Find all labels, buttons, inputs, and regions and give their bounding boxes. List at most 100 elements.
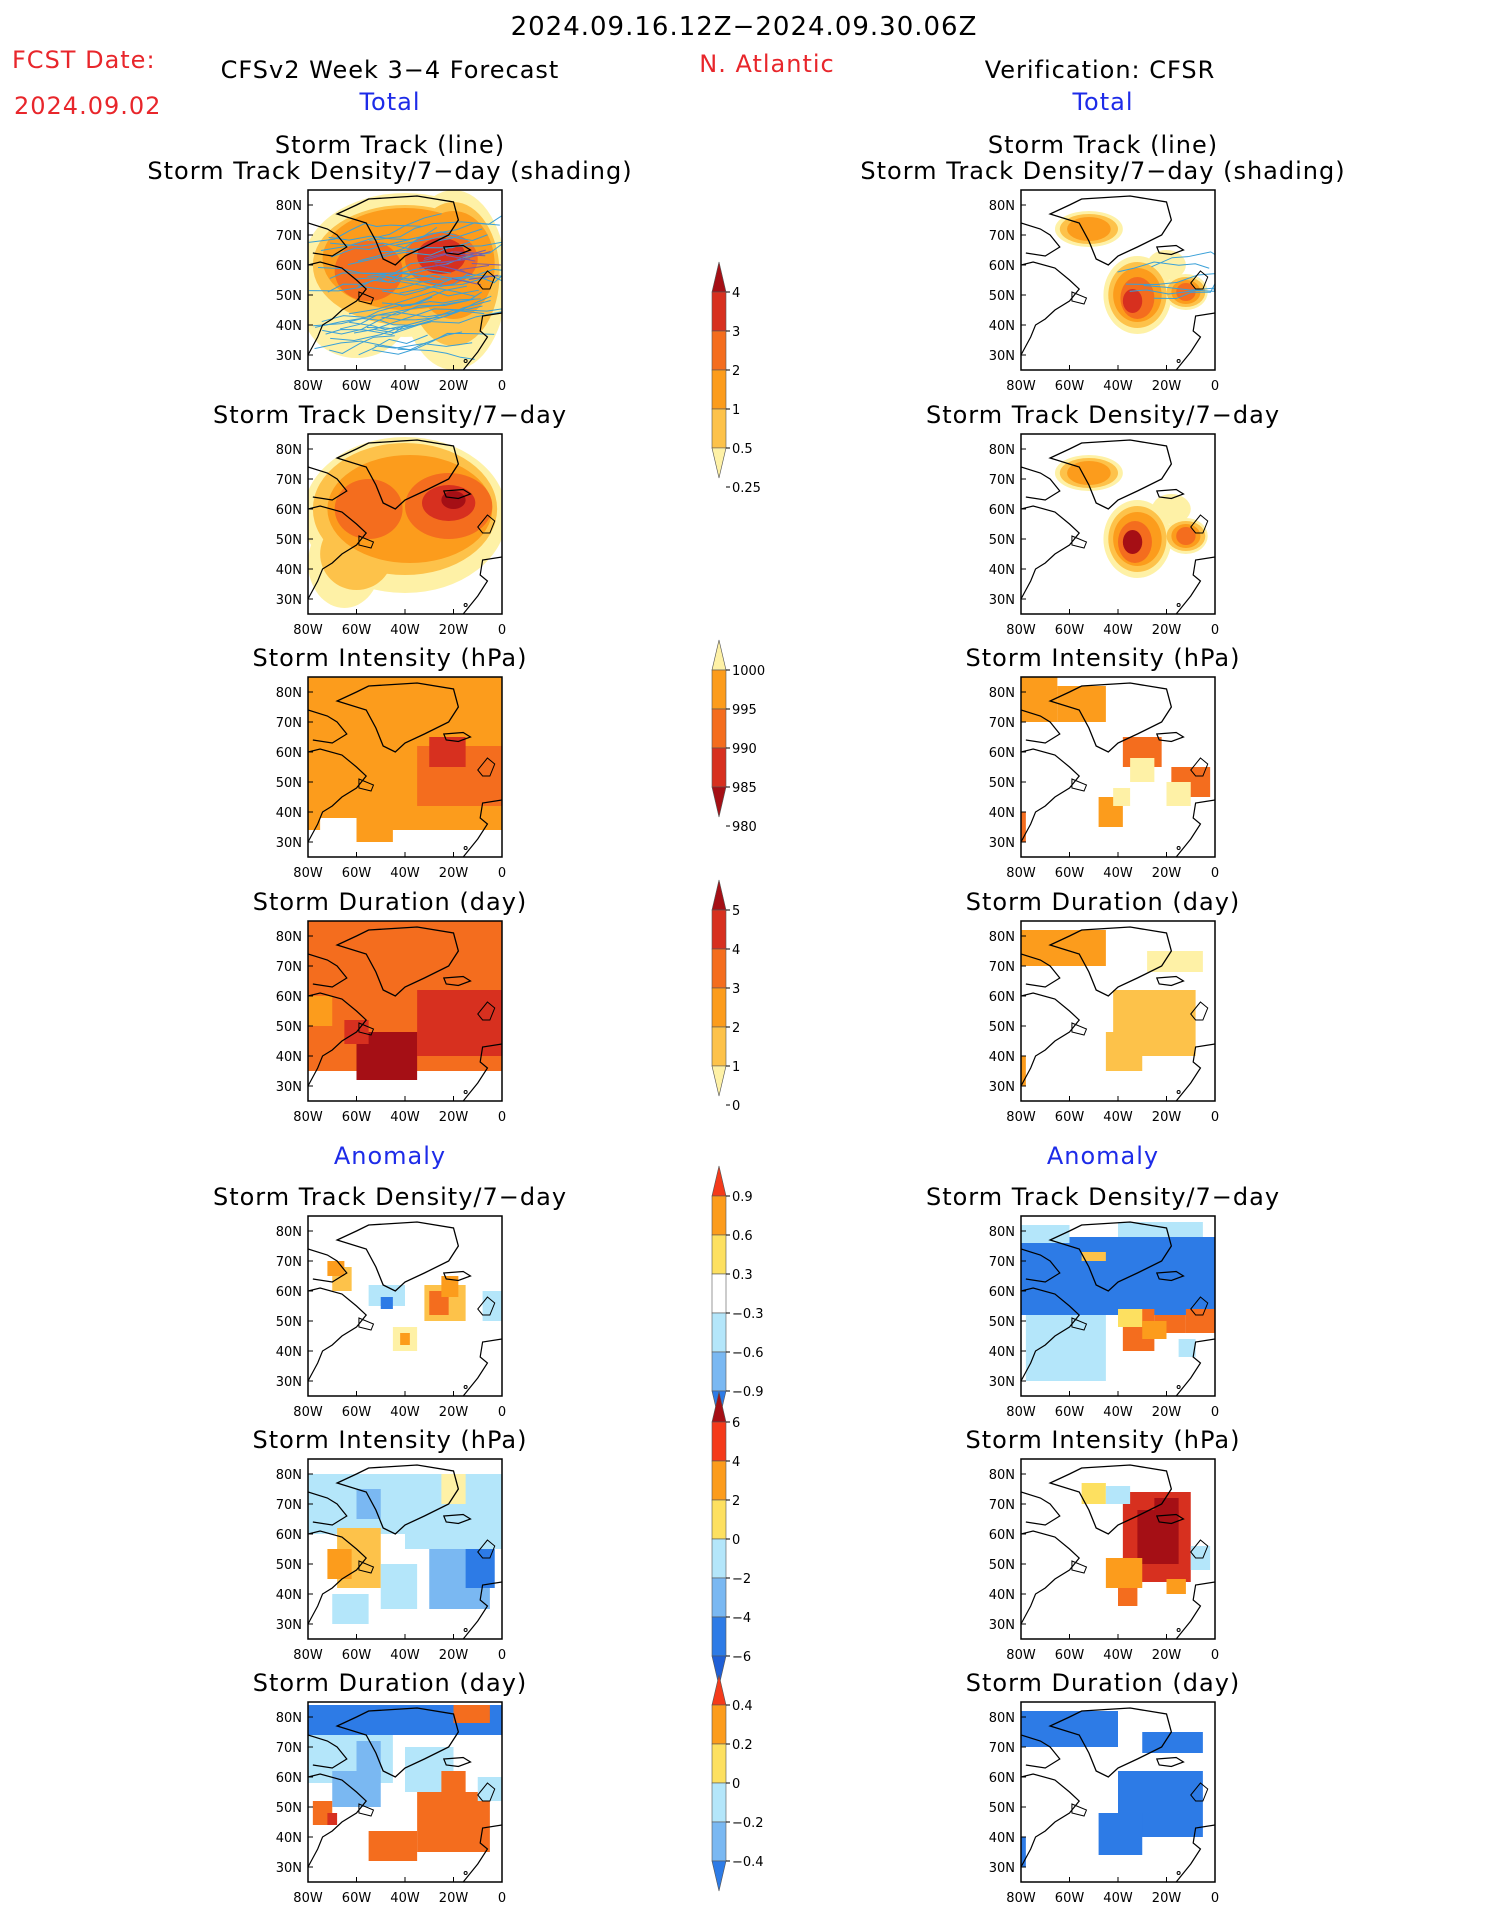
grid-cell	[356, 1489, 381, 1519]
title-duration-left: Storm Duration (day)	[252, 888, 528, 916]
colorbar-label: 0.2	[732, 1738, 753, 1753]
lat-tick-label: 60N	[276, 1285, 302, 1300]
title-duration-right: Storm Duration (day)	[965, 888, 1241, 916]
colorbar-svg: 1000 995 990 985 980	[711, 639, 765, 835]
lon-tick-label: 0	[1211, 866, 1219, 881]
lon-tick-label: 0	[498, 1648, 506, 1663]
grid-cell	[1021, 812, 1026, 842]
colorbar-intensity: 1000 995 990 985 980	[711, 639, 802, 835]
lon-tick-label: 0	[1211, 1891, 1219, 1906]
colorbar-label: 980	[732, 820, 757, 835]
lat-tick-label: 80N	[989, 1225, 1015, 1240]
lat-tick-label: 30N	[989, 1861, 1015, 1876]
grid-cell	[1021, 677, 1058, 722]
grid-cell	[417, 1792, 490, 1852]
lon-tick-label: 40W	[390, 866, 420, 881]
lat-tick-label: 40N	[989, 1345, 1015, 1360]
colorbar-label: 2	[732, 1494, 740, 1509]
lat-tick-label: 80N	[276, 686, 302, 701]
colorbar-segment	[711, 261, 727, 293]
map-svg: 80W 60W 40W 20W 0 80N 70N 60N 50N 40N 30N	[989, 920, 1219, 1125]
map-intensity-left: 80W 60W 40W 20W 0 80N 70N 60N 50N 40N 30N	[264, 676, 506, 891]
lat-tick-label: 30N	[276, 1375, 302, 1390]
colorbar-segment	[711, 909, 727, 950]
title-intensity-right: Storm Intensity (hPa)	[965, 644, 1241, 672]
lon-tick-label: 0	[498, 1110, 506, 1125]
lon-tick-label: 20W	[439, 1891, 469, 1906]
colorbar-label: 1000	[732, 664, 765, 679]
colorbar-segment	[711, 1674, 727, 1706]
grid-cell	[1025, 1315, 1106, 1381]
map-intensity-anom-right: 80W 60W 40W 20W 0 80N 70N 60N 50N 40N 30N	[977, 1458, 1219, 1673]
lon-tick-label: 0	[1211, 1648, 1219, 1663]
lon-tick-label: 40W	[390, 623, 420, 638]
grid-cell	[380, 1297, 393, 1309]
lon-tick-label: 80W	[1006, 866, 1036, 881]
lon-tick-label: 0	[1211, 379, 1219, 394]
lon-tick-label: 0	[1211, 1110, 1219, 1125]
lon-tick-label: 80W	[293, 1891, 323, 1906]
map-duration-anom-right: 80W 60W 40W 20W 0 80N 70N 60N 50N 40N 30N	[977, 1701, 1219, 1916]
title-intensity-left: Storm Intensity (hPa)	[252, 644, 528, 672]
colorbar-intensity-anom: 6 4 2 0 −2 −4 −6	[711, 1391, 802, 1696]
contour-fill	[1151, 494, 1191, 524]
colorbar-segment	[711, 1273, 727, 1314]
map-density-left: 80W 60W 40W 20W 0 80N 70N 60N 50N 40N 30N	[264, 433, 506, 648]
lat-tick-label: 70N	[276, 960, 302, 975]
lat-tick-label: 50N	[276, 776, 302, 791]
lat-tick-label: 60N	[989, 1285, 1015, 1300]
colorbar-label: 0.6	[732, 1229, 753, 1244]
title-density-anom-right: Storm Track Density/7−day	[925, 1183, 1281, 1211]
colorbar-label: 0.3	[732, 1268, 753, 1283]
grid-cell	[332, 1594, 369, 1624]
lon-tick-label: 40W	[390, 1648, 420, 1663]
lon-tick-label: 40W	[390, 1891, 420, 1906]
lon-tick-label: 0	[498, 866, 506, 881]
title-track-line-right: Storm Track (line)	[987, 131, 1219, 159]
colorbar-label: 5	[732, 904, 740, 919]
lon-tick-label: 60W	[342, 623, 372, 638]
lat-tick-label: 50N	[276, 533, 302, 548]
lat-tick-label: 30N	[989, 1080, 1015, 1095]
grid-cell	[320, 818, 357, 842]
title-track-line-left: Storm Track (line)	[274, 131, 506, 159]
lon-tick-label: 40W	[1103, 1648, 1133, 1663]
lat-tick-label: 80N	[989, 1711, 1015, 1726]
lon-tick-label: 20W	[1152, 379, 1182, 394]
lat-tick-label: 40N	[989, 563, 1015, 578]
map-svg: 80W 60W 40W 20W 0 80N 70N 60N 50N 40N 30N	[989, 433, 1219, 638]
colorbar-segment	[711, 1743, 727, 1784]
lat-tick-label: 70N	[276, 1255, 302, 1270]
grid-cell	[1142, 1321, 1167, 1339]
lon-tick-label: 60W	[1055, 1405, 1085, 1420]
colorbar-label: −0.4	[732, 1855, 764, 1870]
grid-cell	[1021, 1237, 1215, 1315]
colorbar-segment	[711, 1195, 727, 1236]
map-density-anom-left: 80W 60W 40W 20W 0 80N 70N 60N 50N 40N 30N	[264, 1215, 506, 1430]
grid-cell	[1118, 1588, 1138, 1606]
lon-tick-label: 20W	[439, 1405, 469, 1420]
grid-cell	[1142, 1732, 1203, 1753]
lat-tick-label: 40N	[989, 1050, 1015, 1065]
colorbar-segment	[711, 1860, 727, 1892]
colorbar-label: 3	[732, 982, 740, 997]
grid-cell	[327, 1261, 345, 1276]
grid-cell	[1154, 1498, 1179, 1516]
lon-tick-label: 80W	[293, 866, 323, 881]
lat-tick-label: 30N	[989, 1375, 1015, 1390]
map-duration-anom-left: 80W 60W 40W 20W 0 80N 70N 60N 50N 40N 30N	[264, 1701, 506, 1916]
lat-tick-label: 30N	[276, 593, 302, 608]
lon-tick-label: 60W	[1055, 379, 1085, 394]
colorbar-segment	[711, 1782, 727, 1823]
lat-tick-label: 30N	[276, 1618, 302, 1633]
lon-tick-label: 60W	[342, 866, 372, 881]
grid-cell	[429, 737, 466, 767]
colorbar-segment	[711, 1538, 727, 1579]
colorbar-segment	[711, 447, 727, 479]
colorbar-segment	[711, 369, 727, 410]
lat-tick-label: 50N	[989, 533, 1015, 548]
lat-tick-label: 30N	[276, 1861, 302, 1876]
map-svg: 80W 60W 40W 20W 0 80N 70N 60N 50N 40N 30N	[276, 189, 506, 394]
grid-cell	[441, 1771, 466, 1801]
lon-tick-label: 80W	[293, 1405, 323, 1420]
